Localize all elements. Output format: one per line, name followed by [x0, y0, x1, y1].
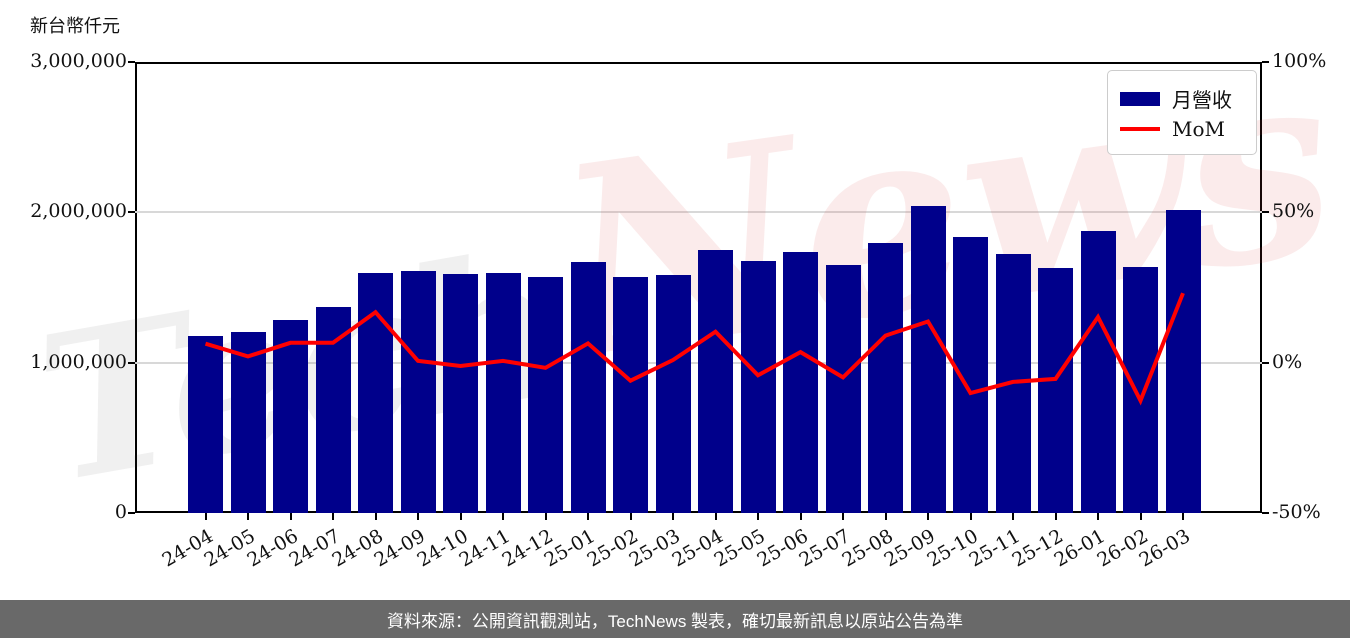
revenue-bar-24-11 — [485, 272, 521, 513]
revenue-bar-25-07 — [825, 264, 861, 513]
xtick-mark-25-08 — [884, 513, 887, 520]
xtick-mark-24-12 — [544, 513, 547, 520]
left-ytick-label-1000000: 1,000,000 — [30, 350, 127, 373]
right-ytick-mark — [1262, 361, 1269, 364]
xtick-mark-25-10 — [969, 513, 972, 520]
right-ytick-label--50: -50% — [1272, 501, 1321, 523]
mom-line-svg — [204, 292, 1185, 406]
xtick-mark-25-04 — [714, 513, 717, 520]
revenue-bar-25-09 — [910, 205, 946, 513]
revenue-bar-25-03 — [655, 274, 691, 513]
left-ytick-mark — [128, 61, 135, 63]
xtick-mark-25-02 — [629, 513, 632, 520]
left-ytick-mark — [128, 512, 135, 514]
right-ytick-mark — [1262, 211, 1269, 214]
xtick-mark-24-08 — [374, 513, 377, 520]
right-ytick-label-100: 100% — [1272, 50, 1327, 72]
xtick-mark-24-04 — [204, 513, 207, 520]
revenue-bar-swatch-icon — [1120, 91, 1160, 106]
mom-line-swatch-icon — [1120, 127, 1160, 131]
legend-mom-label: MoM — [1172, 117, 1225, 141]
xtick-mark-25-07 — [842, 513, 844, 520]
left-ytick-mark — [128, 361, 135, 364]
xtick-mark-25-05 — [757, 513, 759, 520]
left-ytick-label-3000000: 3,000,000 — [30, 50, 127, 72]
xtick-mark-24-07 — [332, 513, 334, 520]
right-ytick-mark — [1262, 512, 1269, 514]
xtick-mark-25-09 — [927, 513, 929, 520]
xtick-mark-26-03 — [1182, 513, 1184, 520]
revenue-bar-24-12 — [528, 276, 563, 513]
xtick-mark-24-05 — [247, 513, 249, 520]
legend-revenue-label: 月營收 — [1172, 88, 1232, 112]
xtick-mark-25-06 — [799, 513, 802, 520]
revenue-bar-24-10 — [443, 274, 478, 513]
xtick-mark-24-06 — [289, 513, 292, 520]
right-ytick-label-50: 50% — [1272, 200, 1315, 223]
xtick-mark-25-03 — [672, 513, 674, 520]
revenue-bar-25-08 — [868, 242, 903, 513]
revenue-bar-26-02 — [1123, 266, 1158, 513]
xtick-mark-26-02 — [1139, 513, 1142, 520]
xtick-mark-25-11 — [1012, 513, 1014, 520]
xtick-mark-25-01 — [587, 513, 589, 520]
revenue-bar-24-05 — [230, 332, 266, 513]
xtick-mark-24-09 — [417, 513, 419, 520]
xtick-mark-24-10 — [459, 513, 462, 520]
revenue-bar-25-01 — [570, 261, 606, 513]
right-ytick-label-0: 0% — [1272, 350, 1303, 373]
revenue-bar-24-09 — [400, 271, 436, 513]
revenue-bar-25-05 — [740, 260, 776, 513]
revenue-bar-24-06 — [273, 320, 308, 513]
xtick-mark-24-11 — [502, 513, 504, 520]
revenue-bar-25-02 — [613, 276, 648, 513]
left-ytick-label-0: 0 — [114, 501, 127, 523]
chart-legend: 月營收 MoM — [1107, 70, 1257, 155]
left-axis-unit-label: 新台幣仟元 — [30, 16, 120, 37]
legend-row-revenue: 月營收 — [1120, 84, 1244, 113]
gridline — [135, 211, 1262, 214]
left-ytick-label-2000000: 2,000,000 — [30, 200, 127, 223]
left-ytick-mark — [128, 211, 135, 214]
revenue-bar-26-03 — [1165, 209, 1201, 513]
revenue-bar-25-06 — [783, 252, 818, 513]
right-ytick-mark — [1262, 61, 1269, 63]
revenue-bar-25-04 — [698, 249, 733, 513]
revenue-bar-24-04 — [188, 335, 223, 513]
legend-row-mom: MoM — [1120, 117, 1244, 141]
mom-line — [204, 292, 1185, 406]
xtick-mark-25-12 — [1054, 513, 1057, 520]
xtick-mark-26-01 — [1097, 513, 1099, 520]
revenue-bar-26-01 — [1080, 230, 1116, 513]
revenue-bar-25-12 — [1038, 268, 1073, 513]
source-caption-text: 資料來源：公開資訊觀測站，TechNews 製表，確切最新訊息以原站公告為準 — [386, 611, 964, 631]
source-caption-bar: 資料來源：公開資訊觀測站，TechNews 製表，確切最新訊息以原站公告為準 — [0, 600, 1350, 638]
